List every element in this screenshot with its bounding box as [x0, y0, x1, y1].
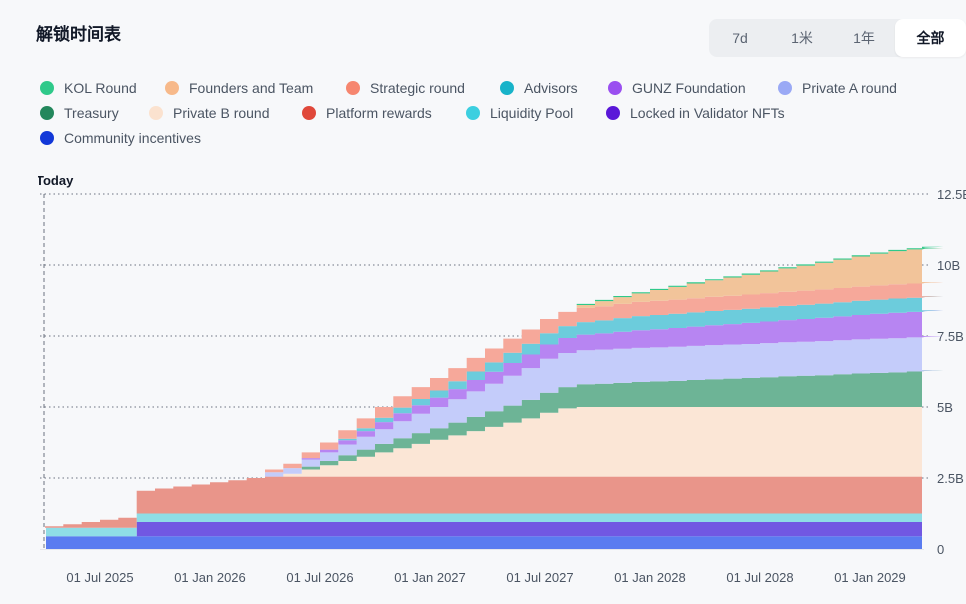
y-tick-label: 12.5B	[937, 187, 966, 202]
legend-label: Advisors	[524, 80, 578, 96]
left-edge-mask	[0, 168, 38, 190]
x-tick-label: 01 Jan 2026	[174, 570, 246, 585]
legend-label: KOL Round	[64, 80, 137, 96]
legend-item-strategic-round[interactable]: Strategic round	[346, 78, 465, 98]
legend-item-platform-rewards[interactable]: Platform rewards	[302, 103, 432, 123]
y-tick-label: 2.5B	[937, 471, 964, 486]
area-series-treasury	[45, 370, 944, 528]
legend-item-community-incentives[interactable]: Community incentives	[40, 128, 201, 148]
legend-dot	[606, 106, 620, 120]
legend-dot	[40, 106, 54, 120]
x-tick-label: 01 Jul 2028	[726, 570, 793, 585]
legend-label: GUNZ Foundation	[632, 80, 746, 96]
legend-dot	[608, 81, 622, 95]
x-tick-label: 01 Jul 2026	[286, 570, 353, 585]
legend-item-founders-and-team[interactable]: Founders and Team	[165, 78, 313, 98]
area-series-platform-rewards	[45, 476, 944, 528]
tab-all[interactable]: 全部	[895, 19, 966, 57]
legend-item-private-a-round[interactable]: Private A round	[778, 78, 897, 98]
x-tick-label: 01 Jan 2028	[614, 570, 686, 585]
legend-item-advisors[interactable]: Advisors	[500, 78, 578, 98]
tab-1y[interactable]: 1年	[853, 30, 875, 46]
y-tick-label: 10B	[937, 258, 960, 273]
x-tick-label: 01 Jan 2027	[394, 570, 466, 585]
area-series-private-a-round	[45, 336, 944, 528]
x-tick-label: 01 Jan 2029	[834, 570, 906, 585]
legend-dot	[165, 81, 179, 95]
legend-label: Private B round	[173, 105, 270, 121]
legend-label: Private A round	[802, 80, 897, 96]
y-tick-label: 0	[937, 542, 944, 557]
legend-label: Platform rewards	[326, 105, 432, 121]
legend-dot	[40, 81, 54, 95]
legend-label: Liquidity Pool	[490, 105, 574, 121]
legend-item-liquidity-pool[interactable]: Liquidity Pool	[466, 103, 573, 123]
legend-label: Founders and Team	[189, 80, 314, 96]
x-tick-label: 01 Jul 2027	[506, 570, 573, 585]
legend-dot	[778, 81, 792, 95]
legend-label: Strategic round	[370, 80, 465, 96]
legend-dot	[500, 81, 514, 95]
legend-dot	[466, 106, 480, 120]
legend-item-locked-in-validator-nfts[interactable]: Locked in Validator NFTs	[606, 103, 785, 123]
legend-dot	[302, 106, 316, 120]
legend-label: Locked in Validator NFTs	[630, 105, 785, 121]
y-tick-label: 5B	[937, 400, 953, 415]
legend-dot	[346, 81, 360, 95]
y-tick-label: 7.5B	[937, 329, 964, 344]
page-title: 解锁时间表	[36, 25, 121, 44]
time-range-tabs: 7d 1米 1年 全部	[709, 19, 966, 57]
legend-label: Treasury	[64, 105, 119, 121]
legend-dot	[40, 131, 54, 145]
legend-label: Community incentives	[64, 130, 201, 146]
legend-item-private-b-round[interactable]: Private B round	[149, 103, 270, 123]
legend-item-gunz-foundation[interactable]: GUNZ Foundation	[608, 78, 746, 98]
area-series-gunz-foundation	[45, 310, 944, 528]
today-marker-label: Today	[36, 173, 74, 188]
area-series-locked-in-validator-nfts	[45, 522, 944, 537]
legend-item-kol-round[interactable]: KOL Round	[40, 78, 137, 98]
area-series-liquidity-pool	[45, 513, 944, 537]
tab-1m[interactable]: 1米	[791, 30, 813, 46]
area-series-community-incentives	[45, 536, 944, 549]
area-series-founders-and-team	[45, 248, 944, 528]
x-tick-label: 01 Jul 2025	[66, 570, 133, 585]
area-series-private-b-round	[45, 407, 944, 528]
legend-dot	[149, 106, 163, 120]
legend-item-treasury[interactable]: Treasury	[40, 103, 119, 123]
tab-7d[interactable]: 7d	[732, 30, 748, 46]
